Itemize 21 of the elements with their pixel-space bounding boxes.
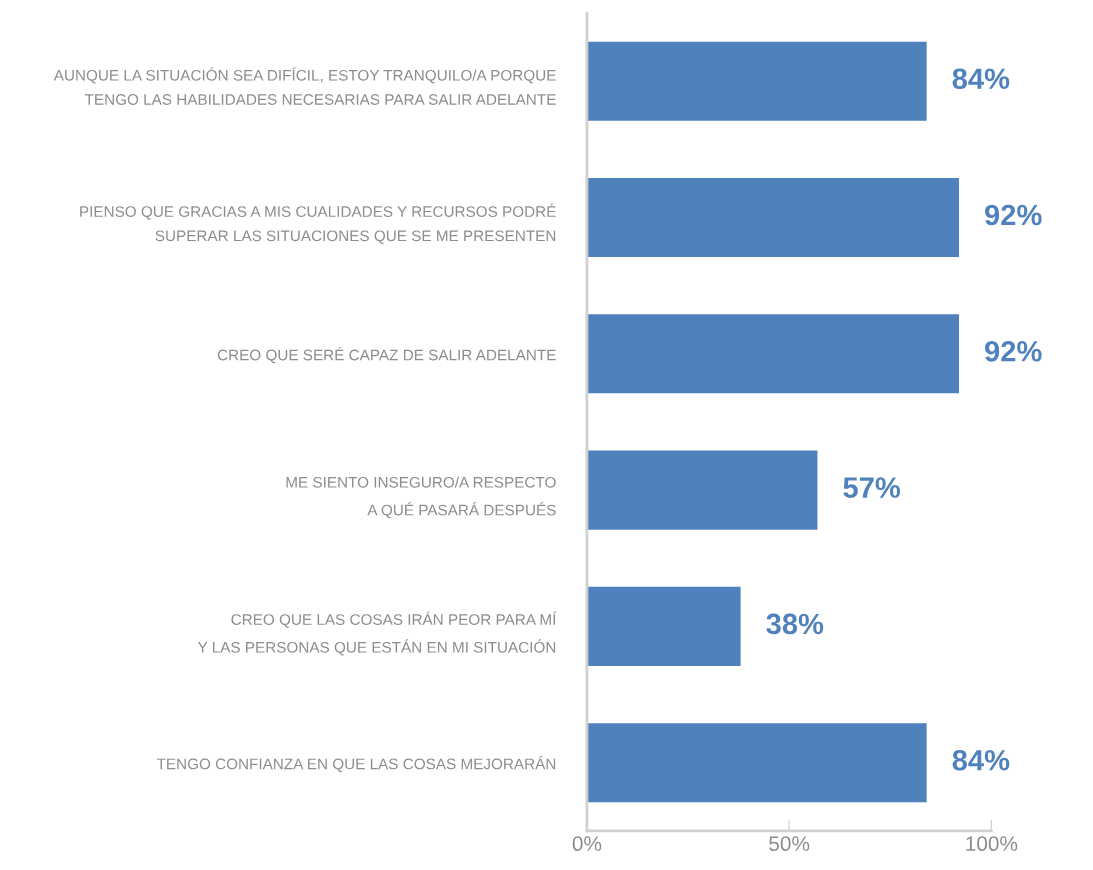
- y-tick-label: PIENSO QUE GRACIAS A MIS CUALIDADES Y RECURSOS PODRÉ SUPERAR LAS SITUACIONES QUE SE ME PRESENTEN: [80, 203, 556, 244]
- bar: [586, 586, 741, 666]
- y-tick-label: CREO QUE SERÉ CAPAZ DE SALIR ADELANTE: [217, 347, 556, 364]
- bar: [586, 450, 818, 530]
- x-tick-label: 50%: [769, 836, 810, 852]
- bar: [586, 177, 959, 258]
- y-tick-label: CREO QUE LAS COSAS IRÁN PEOR PARA MÍ Y LAS PERSONAS QUE ESTÁN EN MI SITUACIÓN: [197, 611, 557, 656]
- x-tick-label: 0%: [572, 836, 602, 852]
- bar: [586, 723, 927, 803]
- data-label: 57%: [843, 477, 901, 498]
- bar: [586, 314, 959, 394]
- data-label: 38%: [766, 613, 824, 635]
- data-label: 92%: [985, 204, 1042, 226]
- y-tick-label: TENGO CONFIANZA EN QUE LAS COSAS MEJORARÁN: [156, 755, 556, 773]
- bar: [586, 41, 927, 121]
- y-tick-label: AUNQUE LA SITUACIÓN SEA DIFÍCIL, ESTOY TRANQUILO/A PORQUE TENGO LAS HABILIDADES NECESARIAS PARA SALIR ADELANTE: [53, 67, 556, 105]
- y-tick-label: ME SIENTO INSEGURO/A RESPECTO A QUÉ PASARÁ DESPUÉS: [286, 476, 556, 519]
- data-label: 84%: [952, 749, 1010, 771]
- data-label: 84%: [952, 68, 1010, 90]
- x-tick-label: 100%: [966, 836, 1018, 852]
- data-label: 92%: [985, 340, 1042, 362]
